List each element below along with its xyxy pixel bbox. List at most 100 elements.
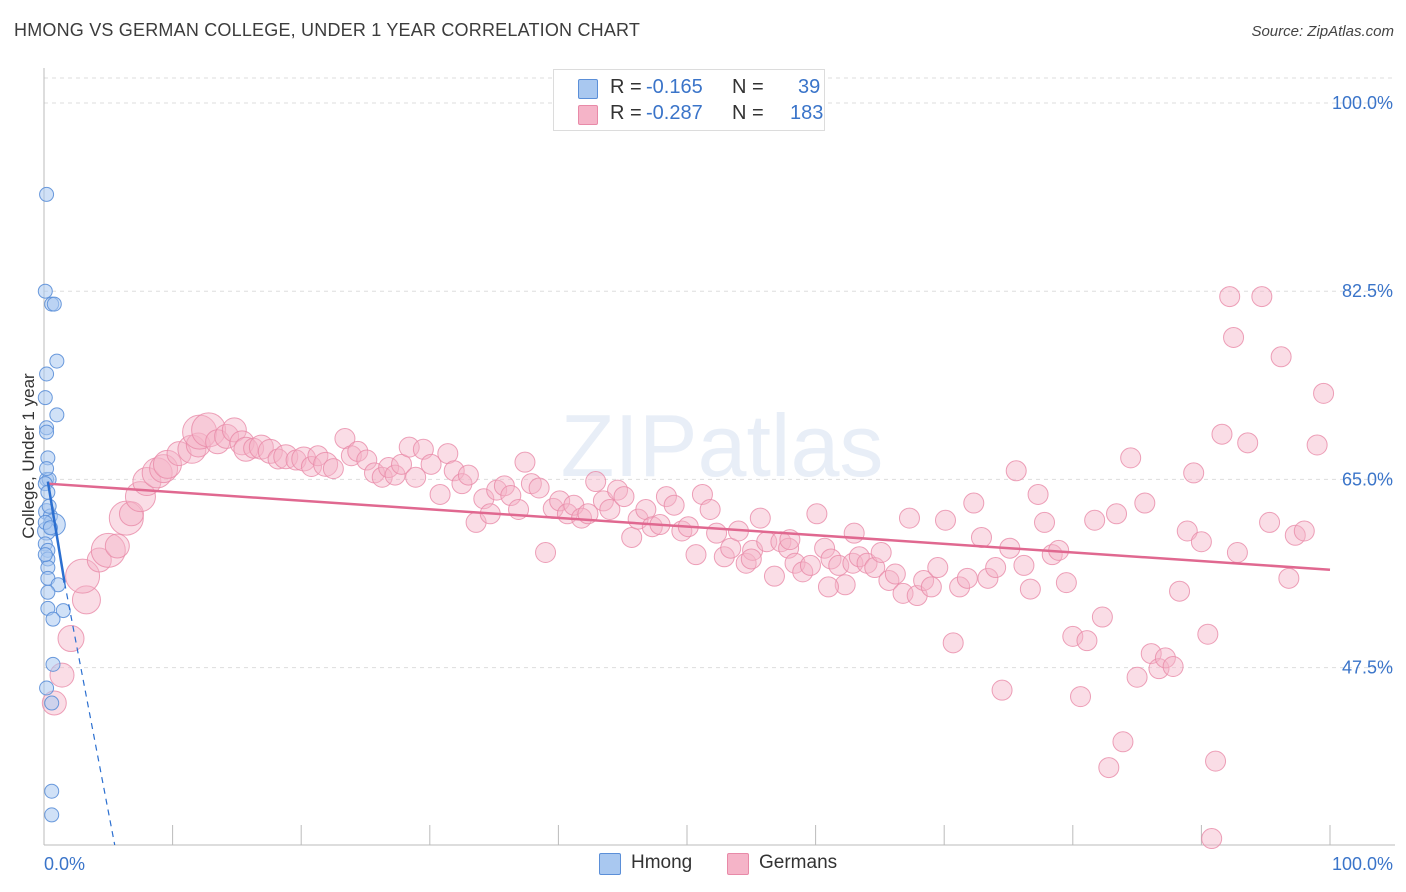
german-point [1019, 578, 1041, 600]
german-point [291, 446, 317, 472]
german-point [1169, 580, 1191, 602]
y-tick-label: 65.0% [1342, 469, 1393, 489]
german-point [1154, 647, 1176, 669]
gridlines [44, 77, 1395, 669]
german-point [641, 516, 663, 538]
german-point [1112, 731, 1134, 753]
german-point [927, 557, 949, 579]
german-point [1013, 554, 1035, 576]
hmong-swatch [599, 853, 621, 875]
german-point [878, 569, 900, 591]
germans-trend-line [47, 482, 1331, 571]
germans-swatch [578, 105, 598, 125]
german-point [592, 490, 614, 512]
german-point [655, 486, 677, 508]
x-tick-label: 100.0% [1332, 854, 1393, 874]
hmong-point [37, 547, 53, 563]
germans-label: Germans [759, 852, 838, 873]
german-point [535, 542, 557, 564]
german-point [1062, 625, 1084, 647]
german-point [104, 533, 130, 559]
german-point [1183, 462, 1205, 484]
german-point [1126, 666, 1148, 688]
hmong-point [39, 186, 55, 202]
hmong-point [41, 498, 57, 514]
german-point [763, 565, 785, 587]
german-point [391, 453, 413, 475]
german-point [613, 486, 635, 508]
y-tick-label: 100.0% [1332, 93, 1393, 113]
german-point [65, 558, 101, 594]
german-point [347, 440, 369, 462]
german-point [1223, 326, 1245, 348]
german-point [806, 503, 828, 525]
legend-n-label: N = [732, 102, 764, 124]
hmong-label: Hmong [631, 852, 693, 873]
german-point [942, 632, 964, 654]
german-point [1259, 511, 1281, 533]
german-point [1270, 346, 1292, 368]
german-point [1201, 828, 1223, 850]
german-point [1313, 382, 1335, 404]
y-tick-label: 47.5% [1342, 658, 1393, 678]
german-point [356, 449, 378, 471]
german-point [870, 542, 892, 564]
hmong-point [39, 680, 55, 696]
german-point [451, 473, 473, 495]
german-point [585, 471, 607, 493]
chart-title: HMONG VS GERMAN COLLEGE, UNDER 1 YEAR CO… [14, 20, 641, 40]
trend-lines [46, 481, 1331, 846]
german-point [685, 544, 707, 566]
hmong-trend-line [46, 481, 66, 583]
german-point [214, 423, 240, 449]
german-point [1251, 286, 1273, 308]
legend-r-label: R = [610, 102, 642, 124]
legend-n-value: 183 [790, 102, 824, 124]
german-point [706, 522, 728, 544]
german-point [457, 464, 479, 486]
german-point [920, 576, 942, 598]
german-point [1005, 460, 1027, 482]
german-point [118, 501, 144, 527]
german-point [1293, 520, 1315, 542]
german-point [843, 522, 865, 544]
german-point [1190, 531, 1212, 553]
hmong-point [46, 296, 62, 312]
hmong-point [37, 390, 53, 406]
source-credit: Source: ZipAtlas.com [1251, 23, 1394, 40]
german-point [949, 576, 971, 598]
x-tick-label: 0.0% [44, 854, 85, 874]
german-point [1211, 423, 1233, 445]
german-point [1084, 509, 1106, 531]
german-point [1162, 655, 1184, 677]
hmong-trend-extension [63, 582, 116, 846]
german-point [1278, 567, 1300, 589]
german-point [1205, 750, 1227, 772]
german-points [41, 286, 1335, 850]
legend-n-value: 39 [798, 76, 821, 98]
german-point [1091, 606, 1113, 628]
hmong-swatch [578, 79, 598, 99]
german-point [1027, 483, 1049, 505]
german-point [884, 563, 906, 585]
german-point [405, 466, 427, 488]
german-point [963, 492, 985, 514]
german-point [191, 412, 227, 448]
hmong-point [55, 603, 71, 619]
german-point [528, 477, 550, 499]
german-point [720, 537, 742, 559]
german-point [322, 458, 344, 480]
german-point [384, 464, 406, 486]
legend-r-label: R = [610, 76, 642, 98]
german-point [1306, 434, 1328, 456]
hmong-point [44, 783, 60, 799]
german-point [1098, 757, 1120, 779]
german-point [699, 498, 721, 520]
german-point [1134, 492, 1156, 514]
german-point [420, 453, 442, 475]
hmong-point [40, 584, 56, 600]
german-point [977, 567, 999, 589]
german-point [1226, 542, 1248, 564]
legend-n-label: N = [732, 76, 764, 98]
